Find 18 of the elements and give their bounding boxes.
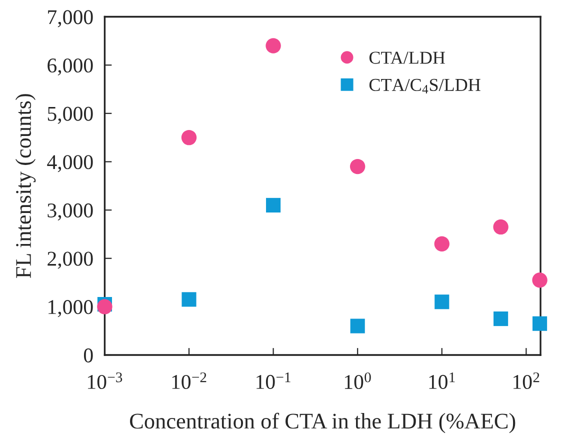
x-tick-label: 10$^{−1}$ <box>256 372 290 389</box>
y-tick-label: 6,000 <box>48 58 93 76</box>
x-tick-label: 10$^{0}$ <box>344 372 371 390</box>
x-tick-label: 10$^{1}$ <box>429 372 455 389</box>
y-tick-label: 4,000 <box>47 155 93 172</box>
y-tick-label: 7,000 <box>48 10 93 28</box>
x-tick-label: 10$^{−2}$ <box>172 372 206 390</box>
y-tick-label: 2,000 <box>48 252 93 269</box>
y-tick-label: 5,000 <box>48 106 93 124</box>
y-tick-label: 1,000 <box>48 300 93 318</box>
legend-label: CTA/LDH <box>369 52 445 64</box>
x-axis-title: Concentration of CTA in the LDH (%AEC) <box>130 412 516 434</box>
x-tick-label: 10$^{2}$ <box>514 372 540 390</box>
y-tick-label: 3,000 <box>48 203 93 220</box>
y-axis-title: FL intensity (counts) <box>15 94 36 278</box>
y-tick-label: 0 <box>84 348 93 362</box>
x-tick-label: 10$^{−3}$ <box>88 372 122 390</box>
legend-label: CTA/C$_{4}$S/LDH <box>369 78 480 94</box>
